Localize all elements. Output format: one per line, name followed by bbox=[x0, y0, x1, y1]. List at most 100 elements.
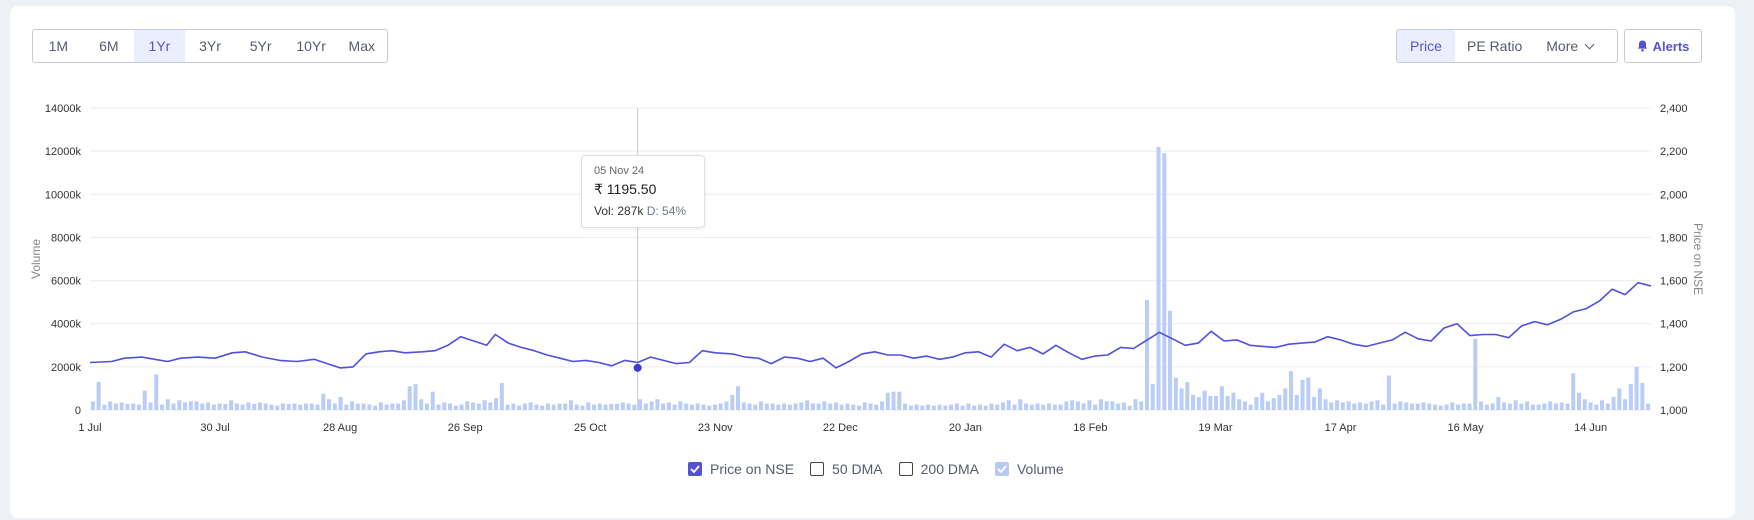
volume-bar bbox=[327, 399, 332, 410]
checkbox-icon[interactable] bbox=[810, 462, 825, 476]
volume-bar bbox=[972, 405, 977, 410]
volume-bar bbox=[1588, 402, 1593, 410]
volume-bar bbox=[983, 405, 988, 410]
volume-bar bbox=[897, 391, 902, 410]
volume-bar bbox=[459, 404, 464, 410]
volume-bar bbox=[229, 400, 234, 410]
volume-bar bbox=[246, 402, 251, 410]
legend-label: 200 DMA bbox=[920, 461, 979, 477]
volume-bar bbox=[1081, 403, 1086, 410]
checkbox-icon[interactable] bbox=[994, 462, 1009, 476]
volume-bar bbox=[632, 404, 637, 410]
volume-bar bbox=[1006, 400, 1011, 410]
volume-bar bbox=[1617, 388, 1622, 410]
range-button-1yr[interactable]: 1Yr bbox=[134, 30, 185, 62]
legend-item-50-dma[interactable]: 50 DMA bbox=[810, 461, 883, 477]
volume-bar bbox=[263, 403, 268, 410]
volume-bar bbox=[661, 403, 666, 410]
volume-bar bbox=[655, 399, 660, 410]
volume-bar bbox=[574, 404, 579, 410]
more-dropdown[interactable]: More bbox=[1534, 30, 1605, 62]
volume-bar bbox=[159, 404, 165, 410]
volume-bar bbox=[344, 404, 349, 410]
volume-bar bbox=[1542, 403, 1547, 410]
y-right-tick-label: 1,800 bbox=[1660, 232, 1688, 244]
volume-bar bbox=[1075, 401, 1080, 410]
volume-bar bbox=[1352, 403, 1357, 410]
volume-bar bbox=[476, 403, 481, 410]
volume-bar bbox=[1548, 401, 1553, 410]
range-button-max[interactable]: Max bbox=[348, 38, 375, 54]
volume-bar bbox=[747, 403, 752, 410]
range-button-6m[interactable]: 6M bbox=[99, 38, 119, 54]
range-button-10yr[interactable]: 10Yr bbox=[296, 38, 326, 54]
range-button-1m[interactable]: 1M bbox=[48, 38, 69, 54]
volume-bar bbox=[874, 404, 879, 410]
volume-bar bbox=[885, 392, 890, 410]
volume-bar bbox=[1467, 403, 1472, 410]
volume-bar bbox=[257, 402, 262, 410]
volume-bar bbox=[315, 404, 320, 410]
bell-icon bbox=[1637, 40, 1647, 52]
range-button-3yr[interactable]: 3Yr bbox=[199, 38, 221, 54]
tooltip-date: 05 Nov 24 bbox=[594, 165, 645, 177]
alerts-button[interactable]: Alerts bbox=[1624, 29, 1702, 63]
y-right-tick-label: 1,400 bbox=[1660, 319, 1688, 331]
volume-bar bbox=[557, 403, 562, 410]
volume-bar bbox=[926, 404, 931, 410]
legend-item-price-on-nse[interactable]: Price on NSE bbox=[688, 461, 794, 477]
y-right-axis-title: Price on NSE bbox=[1691, 223, 1705, 295]
volume-bar bbox=[1594, 404, 1599, 410]
volume-bar bbox=[494, 398, 499, 410]
volume-bar bbox=[770, 403, 775, 410]
volume-bar bbox=[424, 403, 429, 410]
volume-bar bbox=[165, 399, 170, 410]
volume-bar bbox=[712, 404, 717, 410]
volume-bar bbox=[1265, 401, 1270, 410]
volume-bar bbox=[108, 401, 113, 410]
volume-bar bbox=[223, 403, 228, 410]
volume-bar bbox=[1646, 403, 1651, 410]
volume-bar bbox=[1162, 153, 1167, 411]
price-button[interactable]: Price bbox=[1397, 30, 1455, 62]
volume-bar bbox=[776, 404, 781, 410]
chart-tooltip: 05 Nov 24 ₹ 1195.50 Vol: 287k D: 54% bbox=[581, 155, 705, 228]
volume-bar bbox=[931, 405, 936, 410]
volume-bar bbox=[102, 404, 107, 410]
volume-bar bbox=[914, 404, 919, 410]
volume-bar bbox=[1450, 402, 1455, 410]
volume-bar bbox=[1502, 402, 1507, 410]
volume-bar bbox=[1104, 401, 1109, 410]
volume-bar bbox=[436, 404, 441, 410]
volume-bar bbox=[1496, 397, 1501, 410]
legend-label: Volume bbox=[1016, 461, 1064, 477]
y-right-tick-label: 2,000 bbox=[1660, 189, 1688, 201]
volume-bar bbox=[1381, 404, 1386, 410]
legend-item-200-dma[interactable]: 200 DMA bbox=[898, 461, 979, 477]
volume-bar bbox=[689, 404, 694, 410]
volume-bar bbox=[1116, 403, 1121, 410]
volume-bar bbox=[252, 403, 257, 410]
checkbox-icon[interactable] bbox=[688, 462, 702, 476]
volume-bar bbox=[1628, 384, 1633, 410]
y-right-tick-label: 1,200 bbox=[1660, 362, 1688, 374]
volume-bar bbox=[1409, 403, 1414, 410]
pe-ratio-button[interactable]: PE Ratio bbox=[1467, 38, 1523, 54]
volume-bar bbox=[1536, 404, 1541, 410]
volume-bar bbox=[1432, 404, 1438, 410]
volume-bar bbox=[718, 403, 723, 410]
volume-bar bbox=[1052, 404, 1057, 410]
range-button-5yr[interactable]: 5Yr bbox=[249, 38, 272, 54]
volume-bar bbox=[1168, 310, 1173, 410]
volume-bar bbox=[1179, 388, 1184, 410]
volume-bar bbox=[1392, 403, 1397, 410]
volume-bar bbox=[764, 403, 769, 410]
x-tick-label: 1 Jul bbox=[78, 422, 101, 434]
tooltip-delivery: D: 54% bbox=[646, 204, 687, 218]
volume-bar bbox=[298, 404, 303, 410]
volume-bar bbox=[338, 397, 343, 410]
checkbox-icon[interactable] bbox=[898, 462, 913, 476]
volume-bar bbox=[943, 405, 948, 410]
legend-item-volume[interactable]: Volume bbox=[994, 461, 1064, 477]
